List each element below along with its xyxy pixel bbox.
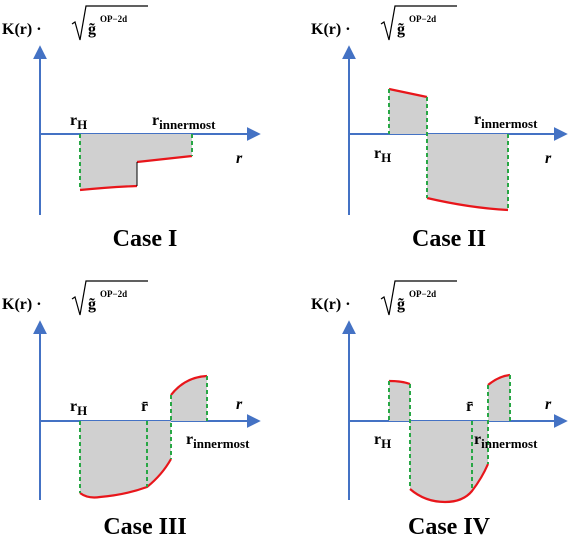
case-label: Case I [113, 226, 178, 252]
function-curve [487, 373, 511, 386]
svg-text:g̃: g̃ [397, 21, 405, 38]
label-rin: r [152, 112, 159, 129]
shaded-region [80, 421, 147, 498]
case-label: Case II [412, 226, 486, 252]
svg-text:g̃: g̃ [88, 296, 96, 313]
svg-text:K(r) ·: K(r) · [311, 296, 351, 313]
label-rin: r [474, 431, 481, 448]
case-label: Case III [103, 514, 186, 540]
shaded-region [472, 421, 488, 491]
svg-text:rinnermost: rinnermost [152, 112, 216, 132]
x-axis-label: r [236, 150, 243, 167]
label-rH: r [70, 398, 77, 415]
x-axis-label: r [545, 396, 552, 413]
y-label-g: g̃ [88, 296, 96, 313]
y-label-main: K(r) · [311, 21, 351, 38]
svg-text:K(r) ·: K(r) · [2, 296, 42, 313]
shaded-region [389, 89, 427, 134]
svg-text:rH: rH [70, 112, 87, 132]
panel-case-2: K(r) · g̃ OP−2d rH rinnermost r Case II [311, 5, 568, 252]
svg-text:OP−2d: OP−2d [100, 289, 127, 299]
label-rH: r [70, 112, 77, 129]
x-axis-label: r [545, 150, 552, 167]
svg-text:rinnermost: rinnermost [474, 111, 538, 131]
svg-text:OP−2d: OP−2d [409, 14, 436, 24]
panel-case-4: K(r) · g̃ OP−2d rH r̄ rinnermost r Case … [311, 280, 568, 540]
label-rH: r [374, 431, 381, 448]
svg-text:K(r) ·: K(r) · [311, 21, 351, 38]
y-axis-label: K(r) · g̃ OP−2d [311, 280, 457, 316]
function-curve [136, 154, 193, 164]
sqrt-sign [71, 5, 148, 41]
label-rH-sub: H [77, 403, 87, 418]
svg-text:g̃: g̃ [397, 296, 405, 313]
shaded-region [147, 421, 171, 487]
svg-text:K(r) ·: K(r) · [2, 21, 42, 38]
svg-text:rinnermost: rinnermost [474, 431, 538, 451]
label-rin-sub: innermost [481, 436, 538, 451]
sqrt-sign [380, 5, 457, 41]
sqrt-sign [71, 280, 148, 316]
label-rin: r [474, 111, 481, 128]
y-label-g: g̃ [397, 296, 405, 313]
panel-case-1: K(r) · g̃ OP−2d rH rinnermost r Case I [2, 5, 261, 252]
y-label-main: K(r) · [2, 21, 42, 38]
svg-text:rinnermost: rinnermost [186, 431, 250, 451]
svg-text:g̃: g̃ [88, 21, 96, 38]
svg-text:rH: rH [70, 398, 87, 418]
label-rbar: r̄ [141, 398, 148, 415]
svg-text:OP−2d: OP−2d [100, 14, 127, 24]
label-rin: r [186, 431, 193, 448]
label-rin-sub: innermost [481, 116, 538, 131]
function-curve [79, 184, 138, 192]
sqrt-sign [380, 280, 457, 316]
label-rH-sub: H [77, 117, 87, 132]
y-label-main: K(r) · [2, 296, 42, 313]
y-axis-label: K(r) · g̃ OP−2d [2, 280, 148, 316]
y-label-g: g̃ [88, 21, 96, 38]
function-curve [388, 87, 428, 99]
y-label-sup: OP−2d [100, 14, 127, 24]
function-curve [79, 458, 172, 499]
function-curve [426, 196, 509, 212]
shaded-region [427, 134, 508, 210]
function-curve [388, 379, 411, 386]
label-rH: r [374, 145, 381, 162]
shaded-region [488, 375, 510, 421]
shaded-region [410, 421, 472, 502]
label-rin-sub: innermost [159, 117, 216, 132]
label-rin-sub: innermost [193, 436, 250, 451]
label-rH-sub: H [381, 150, 391, 165]
shaded-region [80, 134, 192, 190]
y-axis-label: K(r) · g̃ OP−2d [311, 5, 457, 41]
function-curve [170, 374, 208, 396]
svg-text:rH: rH [374, 145, 391, 165]
shaded-region [171, 376, 207, 421]
y-label-sup: OP−2d [100, 289, 127, 299]
label-rbar: r̄ [466, 398, 473, 415]
function-curve [409, 463, 490, 504]
x-axis-label: r [236, 396, 243, 413]
y-label-sup: OP−2d [409, 289, 436, 299]
y-axis-label: K(r) · g̃ OP−2d [2, 5, 148, 41]
case-label: Case IV [408, 514, 491, 540]
y-label-main: K(r) · [311, 296, 351, 313]
y-label-sup: OP−2d [409, 14, 436, 24]
panel-case-3: K(r) · g̃ OP−2d rH r̄ rinnermost r Case … [2, 280, 261, 540]
label-rH-sub: H [381, 436, 391, 451]
shaded-region [389, 381, 410, 421]
y-label-g: g̃ [397, 21, 405, 38]
svg-text:rH: rH [374, 431, 391, 451]
svg-text:OP−2d: OP−2d [409, 289, 436, 299]
